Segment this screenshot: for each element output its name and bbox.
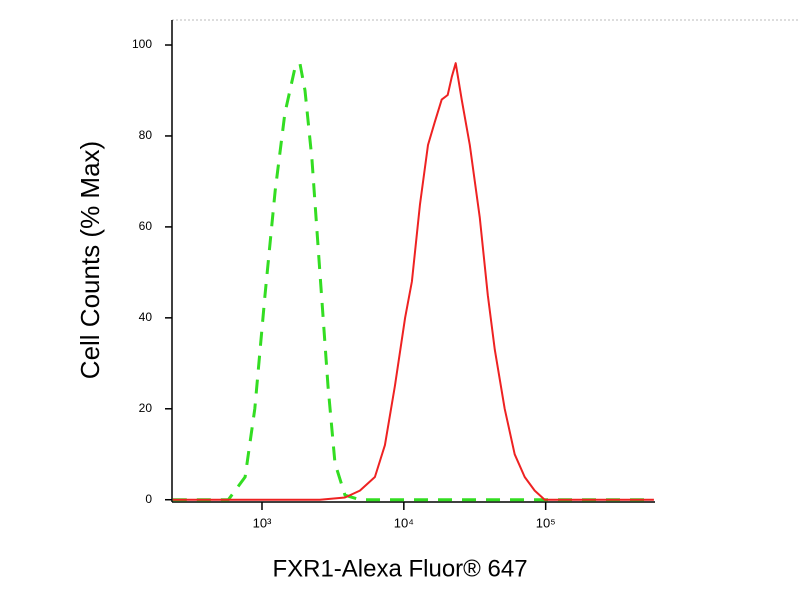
y-tick-label: 0 bbox=[145, 492, 152, 506]
y-axis-label: Cell Counts (% Max) bbox=[75, 141, 105, 379]
y-tick-label: 20 bbox=[139, 401, 153, 415]
x-tick-label: 10⁵ bbox=[536, 515, 556, 530]
y-tick-label: 80 bbox=[139, 128, 153, 142]
x-tick-label: 10³ bbox=[253, 515, 272, 530]
x-tick-label: 10⁴ bbox=[394, 515, 414, 530]
y-tick-label: 60 bbox=[139, 219, 153, 233]
histogram-line bbox=[172, 62, 654, 501]
y-tick-label: 100 bbox=[132, 37, 152, 51]
y-tick-label: 40 bbox=[139, 310, 153, 324]
x-axis-label: FXR1-Alexa Fluor® 647 bbox=[272, 555, 527, 582]
histogram-line bbox=[172, 61, 654, 502]
